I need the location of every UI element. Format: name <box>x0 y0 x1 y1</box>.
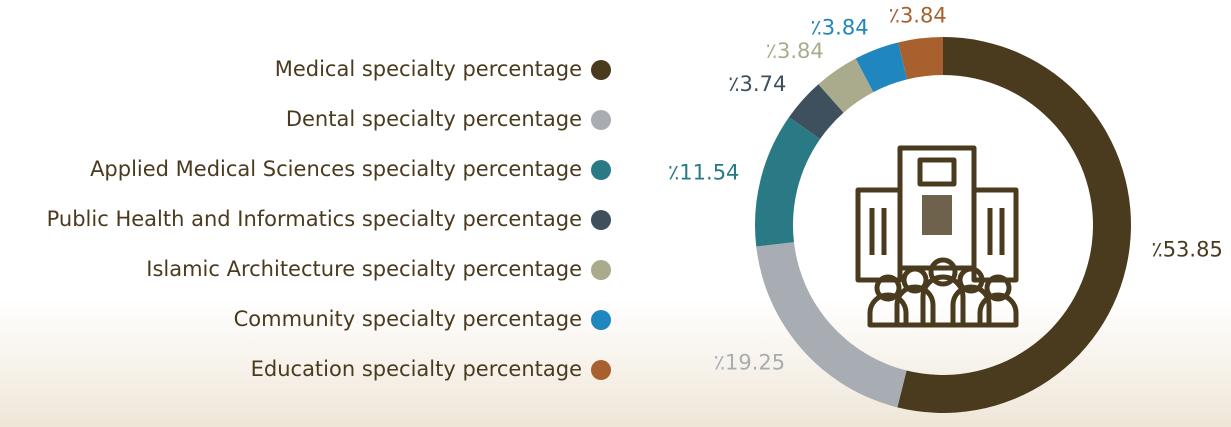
legend-label: Public Health and Informatics specialty … <box>47 207 582 231</box>
value-label: ٪3.74 <box>728 72 786 96</box>
donut-slice <box>756 242 907 408</box>
legend-dot <box>591 160 611 180</box>
donut-slice <box>789 84 844 139</box>
icon-windows <box>922 195 952 235</box>
value-label: ٪53.85 <box>1151 238 1222 262</box>
legend-dot <box>591 110 611 130</box>
building-icon <box>855 145 1019 328</box>
donut-slice <box>818 58 874 113</box>
donut-slice <box>755 117 821 247</box>
value-label: ٪3.84 <box>811 16 869 40</box>
legend-dot <box>591 360 611 380</box>
value-label: ٪3.84 <box>766 39 824 63</box>
legend-dot <box>591 210 611 230</box>
legend-label: Applied Medical Sciences specialty perce… <box>90 157 582 181</box>
legend-label: Medical specialty percentage <box>275 57 582 81</box>
value-label: ٪11.54 <box>668 160 739 184</box>
legend-label: Community specialty percentage <box>234 307 582 331</box>
donut-slice <box>897 37 1131 414</box>
legend-label: Dental specialty percentage <box>286 107 582 131</box>
legend-dot <box>591 310 611 330</box>
legend-dot <box>591 260 611 280</box>
donut-slice <box>898 37 943 80</box>
value-label: ٪19.25 <box>714 350 785 374</box>
legend-dot <box>591 60 611 80</box>
donut-slice <box>855 42 908 93</box>
legend-label: Education specialty percentage <box>251 357 582 381</box>
value-label: ٪3.84 <box>889 4 947 28</box>
legend-label: Islamic Architecture specialty percentag… <box>146 257 582 281</box>
